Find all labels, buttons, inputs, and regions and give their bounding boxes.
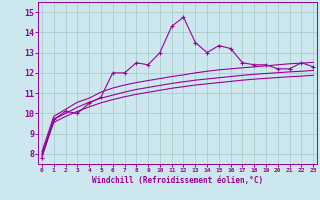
X-axis label: Windchill (Refroidissement éolien,°C): Windchill (Refroidissement éolien,°C) bbox=[92, 176, 263, 185]
